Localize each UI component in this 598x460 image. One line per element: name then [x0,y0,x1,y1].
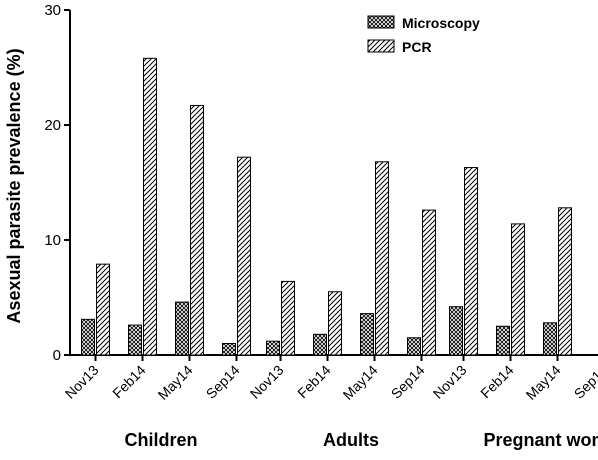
bar-microscopy [543,322,557,356]
legend: Microscopy PCR [367,15,480,55]
x-tick-label: Feb14 [109,362,149,402]
bar-microscopy [128,324,142,356]
bar-microscopy [313,333,327,356]
bar-microscopy [266,340,280,356]
x-tick-label: Feb14 [294,362,334,402]
bars [81,57,572,356]
legend-label-microscopy: Microscopy [402,15,480,31]
bar-pcr [281,280,295,356]
bar-pcr [143,57,157,356]
bar-pcr [422,209,436,356]
group-label: Children [124,430,197,450]
bar-pcr [328,291,342,356]
group-label: Pregnant women [483,430,598,450]
group-label: Adults [323,430,379,450]
bar-microscopy [81,318,95,356]
bar-microscopy [407,337,421,356]
bar-pcr [96,263,110,356]
y-axis-label: Asexual parasite prevalence (%) [4,48,24,323]
x-tick-label: May14 [523,362,564,403]
x-tick-label: Sep14 [571,362,598,402]
legend-swatch-microscopy [367,15,395,29]
group-labels: Children Adults Pregnant women [124,430,598,450]
x-tick-label: Nov13 [62,362,102,402]
x-tick-labels: Nov13 Feb14 May14 Sep14 Nov13 Feb14 May14 Sep14… [62,355,598,403]
x-tick-label: Sep14 [388,362,428,402]
bar-pcr [375,161,389,356]
x-tick-label: May14 [155,362,196,403]
legend-label-pcr: PCR [402,39,432,55]
x-tick-label: May14 [340,362,381,403]
bar-pcr [558,207,572,356]
x-tick-label: Feb14 [477,362,517,402]
x-tick-label: Nov13 [247,362,287,402]
y-tick-label: 10 [44,232,61,249]
bar-pcr [190,104,204,356]
bar-microscopy [496,325,510,356]
bar-microscopy [175,301,189,356]
y-tick-label: 30 [44,2,61,19]
bar-microscopy [449,306,463,356]
bar-pcr [237,156,251,356]
legend-swatch-pcr [367,39,395,53]
x-tick-label: Sep14 [203,362,243,402]
bar-pcr [511,223,525,356]
bar-microscopy [360,313,374,356]
x-tick-label: Nov13 [430,362,470,402]
bar-pcr [464,167,478,356]
y-tick-label: 20 [44,117,61,134]
bar-microscopy [222,343,236,356]
y-tick-label: 0 [53,347,61,364]
